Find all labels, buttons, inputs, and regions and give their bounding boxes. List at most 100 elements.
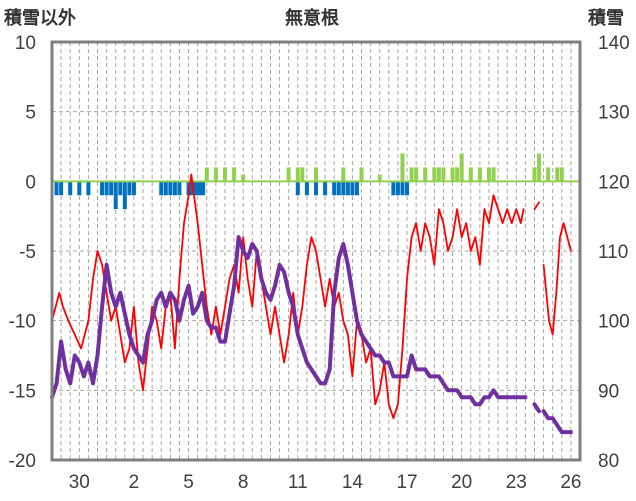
blue-bar [336,181,341,196]
blue-bar [168,181,173,196]
right-tick-label: 120 [598,172,630,193]
right-axis-header: 積雪 [588,8,624,29]
blue-bar [122,181,127,210]
blue-bar [77,181,82,196]
green-bar [204,167,209,182]
green-bar [241,174,246,182]
left-tick-label: 5 [25,103,36,124]
green-bar [359,167,364,182]
green-bar [423,167,428,182]
blue-bar [193,181,198,196]
purple-series-line [541,409,573,435]
blue-bar [54,181,59,196]
blue-bar [127,181,132,196]
green-bar [409,167,414,182]
blue-bar [159,181,164,196]
left-tick-label: -15 [9,381,36,402]
plot-frame [50,40,582,462]
green-bar [314,167,318,182]
red-series-line [533,201,540,211]
blue-bar [118,181,123,196]
green-bar [286,167,291,182]
x-tick-label: 11 [288,472,308,493]
blue-bar [341,181,346,196]
blue-bar [350,181,355,196]
green-bar [477,167,482,182]
blue-bar [323,181,328,196]
green-bar [222,167,227,182]
green-bar [232,167,237,182]
green-bar [455,167,460,182]
blue-bar [86,181,91,196]
green-bar [377,174,382,182]
blue-bar [405,181,410,196]
x-tick-label: 8 [238,472,249,493]
right-tick-label: 80 [598,451,619,472]
blue-bar [197,181,202,196]
green-bar [400,153,405,182]
blue-bar [177,181,182,196]
x-tick-label: 30 [69,472,90,493]
blue-bar [186,181,191,196]
right-tick-label: 90 [598,381,619,402]
blue-bar [131,181,136,196]
x-tick-label: 17 [396,472,417,493]
blue-bar [104,181,109,196]
blue-bar [109,181,114,196]
blue-bar [68,181,73,196]
blue-bar [354,181,359,196]
left-tick-label: 10 [15,33,36,54]
purple-series-line [532,402,541,414]
green-bar [414,167,419,182]
right-tick-label: 100 [598,312,630,333]
green-bar [441,167,446,182]
blue-bar [332,181,337,196]
blue-bar [295,181,300,196]
green-bar [468,167,473,182]
blue-bar [304,181,309,196]
green-bar [432,167,437,182]
green-bar [459,153,464,182]
green-bar [491,167,496,182]
x-tick-label: 14 [342,472,364,493]
green-bar [555,167,560,182]
blue-bar [400,181,405,196]
blue-bar [100,181,105,196]
red-series-line [51,173,525,420]
blue-bar [163,181,168,196]
blue-bar [395,181,400,196]
green-bar [532,167,537,182]
right-tick-label: 140 [598,33,630,54]
x-tick-label: 23 [506,472,527,493]
x-tick-label: 20 [451,472,472,493]
green-bar [559,167,564,182]
blue-bar [345,181,350,196]
x-tick-label: 2 [129,472,140,493]
purple-series-line [50,235,528,407]
blue-bar [172,181,177,196]
green-bar [486,167,491,182]
blue-bar [59,181,64,196]
blue-bar [113,181,118,210]
green-bar [213,167,218,182]
right-tick-label: 130 [598,103,630,124]
green-bar [450,167,455,182]
green-bar [341,167,346,182]
left-tick-label: -5 [19,242,36,263]
green-bar [300,167,305,182]
x-tick-label: 26 [560,472,581,493]
x-tick-label: 5 [183,472,194,493]
left-tick-label: 0 [25,172,36,193]
left-axis-header: 積雪以外 [4,8,76,29]
chart-title: 無意根 [285,8,339,29]
green-bar [546,167,551,182]
green-bar [436,167,441,182]
green-bar [537,153,542,182]
right-tick-label: 110 [598,242,628,263]
left-tick-label: -20 [9,451,36,472]
green-bar [295,167,300,182]
blue-bar [391,181,396,196]
blue-bar [314,181,318,196]
